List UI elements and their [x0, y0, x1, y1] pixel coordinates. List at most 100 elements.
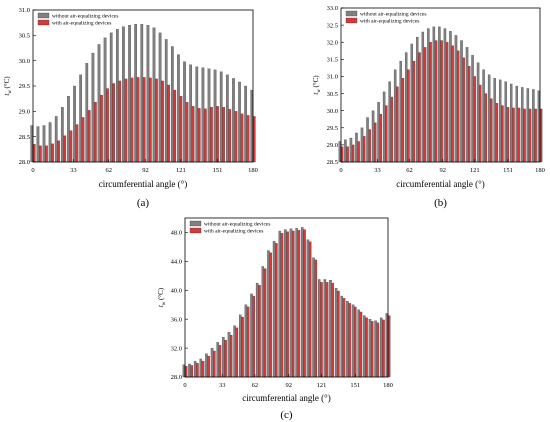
bar [170, 46, 174, 163]
legend-label-without: without air-equalizing devices [52, 13, 118, 19]
bar [148, 77, 152, 163]
bar [246, 306, 250, 378]
bar [510, 83, 513, 163]
bar [495, 103, 499, 163]
bar [167, 84, 171, 163]
bar [158, 32, 162, 163]
legend-swatch-with [345, 17, 358, 24]
bar [368, 129, 371, 163]
bar [36, 126, 40, 163]
bar [473, 76, 477, 163]
bar [48, 122, 52, 163]
bar [390, 96, 394, 163]
bar [493, 78, 496, 163]
bar [443, 28, 447, 163]
bar [512, 107, 515, 163]
bar [229, 334, 233, 378]
bar [246, 115, 250, 163]
bar [183, 61, 186, 163]
bar [289, 228, 293, 378]
bar [238, 81, 241, 163]
bar [232, 78, 235, 163]
bar [528, 108, 532, 163]
bar [388, 81, 391, 163]
bar [346, 146, 349, 163]
bar [100, 94, 103, 163]
bar [210, 347, 214, 378]
bar [454, 35, 458, 163]
bar [301, 227, 304, 378]
bar [421, 31, 425, 163]
bar [225, 74, 229, 163]
bar [261, 266, 265, 378]
y-axis-title: tw (°C) [312, 75, 322, 95]
bar [314, 259, 318, 378]
bar [366, 117, 369, 163]
bar [362, 136, 366, 163]
bar [377, 101, 380, 163]
bar [69, 130, 73, 163]
legend-label-without: without air-equalizing devices [360, 11, 426, 17]
bar [81, 117, 85, 163]
bar [210, 107, 213, 163]
x-axis-title: circumferential angle (°) [242, 393, 331, 403]
bar [67, 96, 70, 163]
bar [45, 145, 48, 163]
bar [235, 327, 239, 378]
panel-label: (c) [280, 409, 293, 421]
bar [185, 102, 189, 163]
bar [371, 110, 375, 163]
series-without-devices [182, 227, 389, 378]
x-tick-label: 92 [439, 167, 446, 174]
bar [272, 241, 276, 378]
bar [526, 88, 530, 163]
bar [374, 122, 377, 163]
bar [498, 79, 502, 163]
legend-label-without: without air-equalizing devices [204, 221, 270, 227]
legend-label-with: with air-equalizing devices [204, 228, 263, 234]
bar [342, 298, 346, 378]
x-tick-label: 121 [176, 167, 186, 174]
x-tick-label: 151 [503, 167, 513, 174]
bar [224, 340, 227, 378]
bar [462, 57, 465, 163]
bar [118, 80, 122, 163]
bar [75, 124, 79, 163]
bar [379, 113, 383, 163]
bar [374, 320, 377, 378]
bar [360, 127, 364, 163]
bar [216, 342, 219, 378]
bar [399, 60, 402, 163]
chart-panel-3: 28.0 32.0 36.0 40.0 44.0 48.0 0 33 62 92 121 151 180… [157, 217, 393, 421]
bar [134, 24, 138, 163]
series-with-devices [340, 40, 543, 163]
bar [382, 91, 386, 163]
series-without-devices [30, 24, 254, 163]
legend-label-with: with air-equalizing devices [52, 20, 111, 26]
y-axis-title: tw (°C) [3, 76, 13, 96]
bar [51, 143, 54, 163]
bar [54, 116, 58, 163]
bar [222, 107, 226, 163]
y-tick-label: 36.0 [171, 316, 182, 323]
x-tick-label: 33 [219, 382, 226, 389]
bar [91, 52, 95, 163]
bar [193, 360, 197, 378]
x-tick-label: 92 [286, 382, 293, 389]
bar [344, 139, 347, 163]
y-tick-label: 32.5 [327, 22, 338, 29]
bar [515, 85, 519, 163]
bar [487, 74, 491, 163]
bar [412, 60, 416, 163]
bar [382, 319, 385, 378]
bar [445, 42, 449, 163]
x-tick-label: 33 [374, 167, 381, 174]
x-tick-label: 0 [339, 167, 342, 174]
bar [177, 54, 180, 163]
bar [393, 69, 397, 163]
bar [404, 52, 408, 163]
bar [63, 135, 67, 163]
y-tick-label: 31.5 [327, 57, 338, 64]
